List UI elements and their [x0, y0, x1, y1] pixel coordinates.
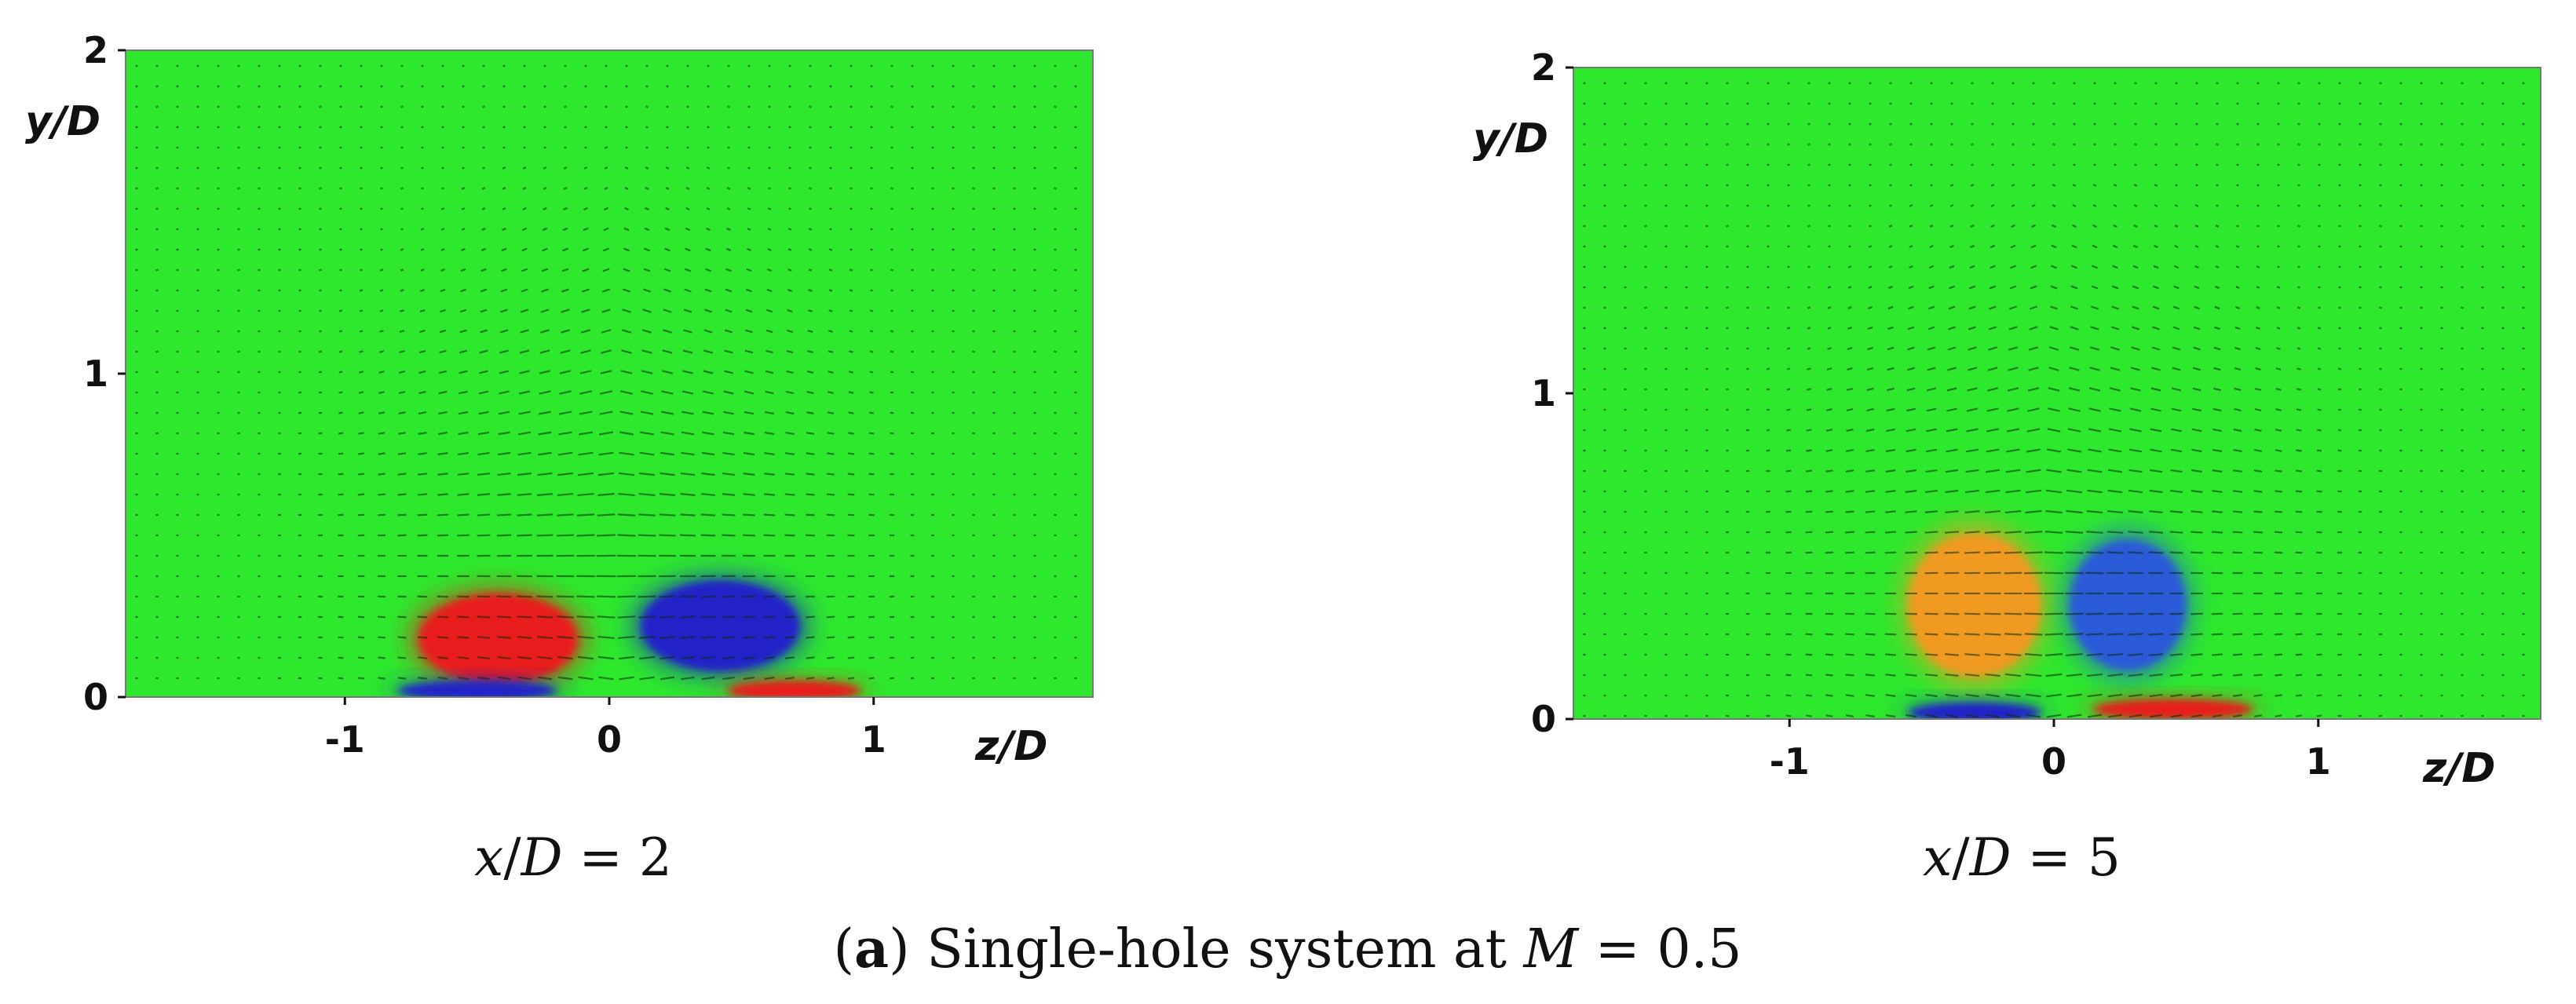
x-axis-label: z/D — [974, 723, 1047, 770]
figure-caption: (a) Single-hole system at M = 0.5 — [833, 918, 1741, 980]
y-tick-label-1: 1 — [83, 352, 108, 395]
contour-background — [1573, 68, 2541, 719]
y-tick-label-2: 2 — [83, 29, 108, 71]
y-tick-label-0: 0 — [1531, 698, 1556, 740]
x-tick-label-1: 0 — [597, 718, 622, 761]
y-tick-label-2: 2 — [1531, 46, 1556, 89]
y-tick-label-0: 0 — [83, 676, 108, 718]
caption-text: (a) Single-hole system at M = 0.5 — [833, 918, 1741, 980]
vortex-positive-0 — [418, 593, 578, 685]
panel-label: x/D = 2 — [474, 827, 672, 888]
panel-label: x/D = 5 — [1923, 827, 2121, 888]
x-tick-label-2: 1 — [2306, 740, 2331, 783]
vortex-positive-3 — [728, 681, 860, 697]
vortex-positive-0 — [1908, 533, 2041, 677]
x-axis-label: z/D — [2422, 745, 2495, 792]
vortex-negative-2 — [397, 681, 557, 697]
x-tick-label-0: -1 — [1770, 740, 1810, 783]
x-tick-label-0: -1 — [325, 718, 365, 761]
vortex-positive-3 — [2093, 699, 2253, 719]
vortex-negative-1 — [641, 580, 800, 672]
y-axis-label: y/D — [25, 98, 100, 145]
y-tick-label-1: 1 — [1531, 372, 1556, 414]
vortex-negative-1 — [2070, 539, 2187, 670]
velocity-vectors — [135, 64, 1077, 681]
y-axis-label: y/D — [1473, 115, 1548, 162]
x-tick-label-2: 1 — [861, 718, 886, 761]
velocity-vectors — [1583, 82, 2525, 718]
panel-x-d-5: -1 0 1 0 1 2 z/D y/D x/D = 5 — [1473, 46, 2541, 888]
panel-x-d-2: -1 0 1 0 1 2 z/D y/D x/D = 2 — [25, 29, 1094, 888]
contour-background — [126, 50, 1093, 697]
x-tick-label-1: 0 — [2041, 740, 2066, 783]
